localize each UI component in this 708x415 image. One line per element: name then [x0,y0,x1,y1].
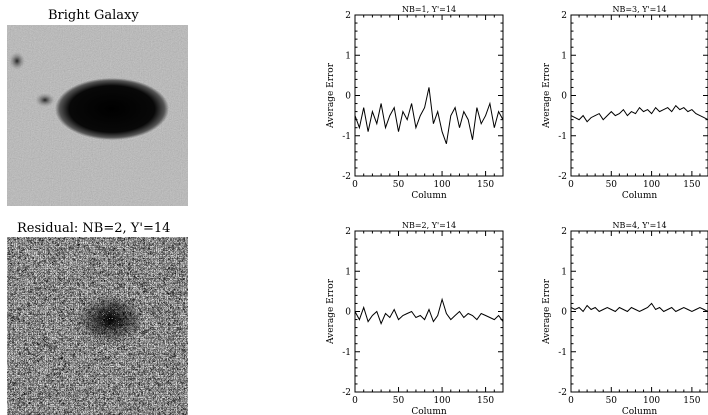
y-tick-label: -2 [558,388,567,398]
y-axis-label: Average Error [326,278,336,345]
y-tick-label: 2 [561,11,567,21]
y-tick-label: 1 [345,267,351,277]
y-axis-label: Average Error [326,62,336,129]
galaxy-core [55,78,169,140]
y-tick-label: -2 [558,172,567,182]
y-tick-label: 0 [345,308,351,318]
x-tick-label: 0 [568,396,574,406]
y-tick-label: -1 [558,348,567,358]
y-tick-label: 0 [561,92,567,102]
x-tick-label: 50 [393,396,405,406]
y-tick-label: 1 [345,51,351,61]
plot-panel-1: NB=1, Y'=14 0 50 100 150 -2 -1 0 1 2 Column Average… [326,5,504,201]
residual-title: Residual: NB=2, Y'=14 [17,221,171,236]
x-axis-label: Column [411,407,447,415]
companion-blob [9,52,25,70]
y-axis-label: Average Error [542,278,552,345]
series-line [570,302,708,313]
y-tick-label: 2 [561,227,567,237]
x-tick-label: 0 [568,180,574,190]
y-tick-label: 0 [345,92,351,102]
y-axis-label: Average Error [542,62,552,129]
bright-galaxy-title: Bright Galaxy [48,8,139,23]
y-tick-label: -2 [342,388,351,398]
residual-image [7,237,188,415]
series-line [354,87,504,144]
y-tick-label: 1 [561,267,567,277]
y-tick-label: -1 [342,132,351,142]
plot-panel-4: NB=4, Y'=14 0 50 100 150 -2 -1 0 1 2 Column Average… [542,221,708,415]
x-tick-label: 0 [352,396,358,406]
x-tick-label: 50 [393,180,405,190]
x-tick-label: 50 [606,396,618,406]
y-tick-label: 2 [345,11,351,21]
y-tick-label: 1 [561,51,567,61]
plot-frame [570,14,708,177]
y-tick-label: 2 [345,227,351,237]
plot-title: NB=1, Y'=14 [402,5,456,14]
x-tick-label: 0 [352,180,358,190]
x-tick-label: 50 [606,180,618,190]
x-axis-label: Column [622,191,658,201]
plot-title: NB=3, Y'=14 [612,5,666,14]
x-tick-label: 100 [433,396,450,406]
series-line [570,104,708,123]
x-axis-label: Column [622,407,658,415]
y-tick-label: 0 [561,308,567,318]
y-tick-label: -1 [342,348,351,358]
x-tick-label: 150 [683,180,700,190]
plot-title: NB=4, Y'=14 [612,221,666,230]
y-tick-label: -1 [558,132,567,142]
x-tick-label: 100 [643,180,660,190]
bright-galaxy-image [7,25,188,206]
plot-panel-3: NB=2, Y'=14 0 50 100 150 -2 -1 0 1 2 Column Average… [326,221,504,415]
x-axis-label: Column [411,191,447,201]
series-line [354,297,504,325]
x-tick-label: 150 [683,396,700,406]
x-tick-label: 100 [643,396,660,406]
x-tick-label: 100 [433,180,450,190]
y-tick-label: -2 [342,172,351,182]
plot-frame [354,14,504,177]
residual-center-noise [7,237,188,415]
x-tick-label: 150 [477,396,494,406]
x-tick-label: 150 [477,180,494,190]
plot-panel-2: NB=3, Y'=14 0 50 100 150 -2 -1 0 1 2 Column Average… [542,5,708,201]
plot-title: NB=2, Y'=14 [402,221,456,230]
